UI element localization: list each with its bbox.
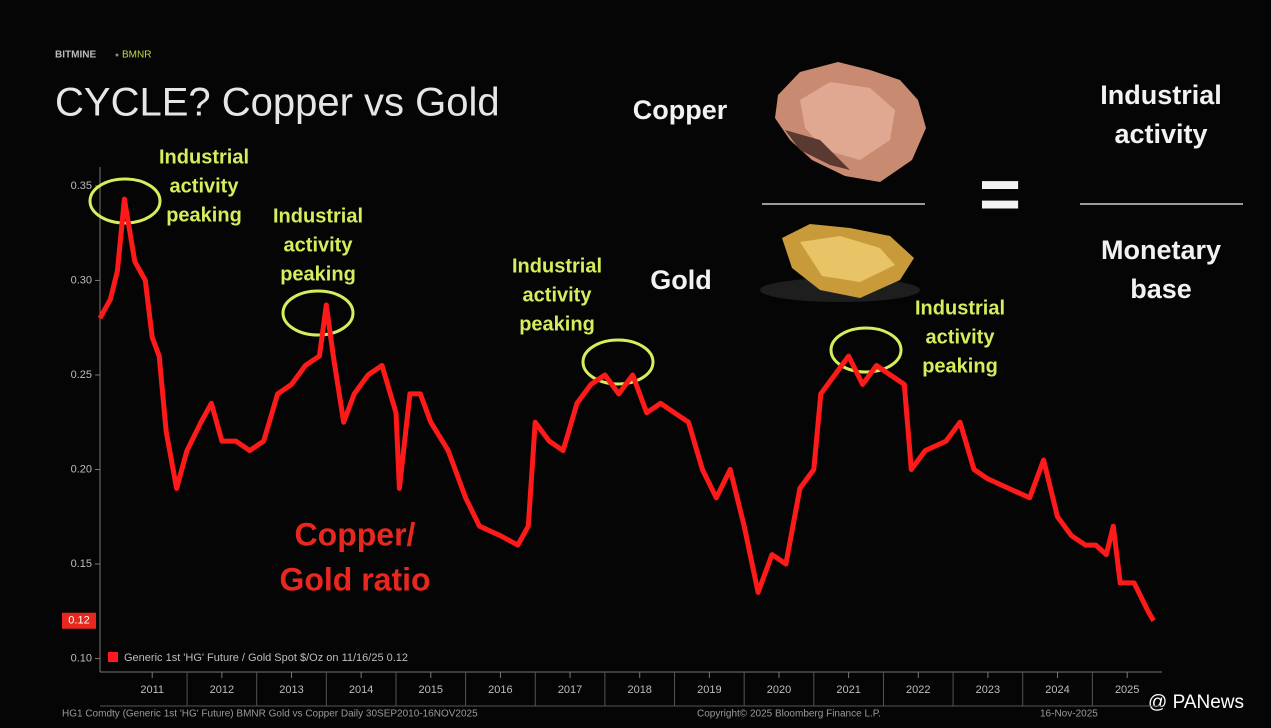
ratio-label: Gold ratio (279, 561, 430, 597)
footer-source: HG1 Comdty (Generic 1st 'HG' Future) BMN… (62, 709, 478, 720)
footer-date: 16-Nov-2025 (1040, 709, 1098, 720)
x-tick-label: 2022 (906, 684, 930, 696)
gold-label: Gold (650, 265, 712, 295)
x-tick-label: 2016 (488, 684, 512, 696)
annotation: peaking (922, 355, 998, 377)
x-tick-label: 2017 (558, 684, 582, 696)
x-tick-label: 2012 (210, 684, 234, 696)
numerator-label: activity (1114, 119, 1207, 149)
x-tick-label: 2011 (140, 684, 164, 696)
annotation: peaking (519, 313, 595, 335)
annotation: activity (926, 326, 996, 348)
peak-highlight (581, 338, 655, 386)
peak-highlight (88, 177, 162, 225)
x-tick-label: 2013 (279, 684, 303, 696)
ratio-label: Copper/ (295, 516, 416, 552)
copper-nugget (775, 62, 926, 182)
y-tick-label: 0.30 (71, 274, 92, 286)
x-tick-label: 2020 (767, 684, 791, 696)
peak-highlight (281, 289, 355, 337)
watermark: @ PANews (1148, 692, 1244, 713)
last-value-badge (62, 612, 96, 629)
annotation: Industrial (273, 205, 363, 227)
numerator-label: Industrial (1100, 80, 1222, 110)
legend-swatch (108, 652, 118, 662)
brand-ticker: BMNR (122, 50, 151, 61)
y-tick-label: 0.20 (71, 463, 92, 475)
x-tick-label: 2019 (697, 684, 721, 696)
annotation: peaking (280, 263, 356, 285)
y-tick-label: 0.25 (71, 369, 92, 381)
annotation: Industrial (915, 297, 1005, 319)
y-tick-label: 0.15 (71, 558, 92, 570)
peak-highlight (829, 326, 903, 374)
x-tick-label: 2021 (836, 684, 860, 696)
chart-title: CYCLE? Copper vs Gold (55, 81, 500, 125)
legend-label: Generic 1st 'HG' Future / Gold Spot $/Oz… (124, 652, 408, 664)
x-tick-label: 2025 (1115, 684, 1139, 696)
annotation: peaking (166, 204, 242, 226)
x-tick-label: 2024 (1045, 684, 1069, 696)
y-tick-label: 0.10 (71, 652, 92, 664)
gold-nugget (760, 224, 920, 302)
x-tick-label: 2015 (419, 684, 443, 696)
x-tick-label: 2023 (976, 684, 1000, 696)
annotation: activity (284, 234, 354, 256)
denominator-label: base (1130, 274, 1192, 304)
annotation: Industrial (159, 146, 249, 168)
copper-label: Copper (633, 95, 728, 125)
data-line (97, 196, 1156, 622)
annotation: activity (523, 284, 593, 306)
brand: BITMINE (55, 50, 96, 61)
annotation: Industrial (512, 255, 602, 277)
equals-sign: = (979, 155, 1021, 235)
denominator-label: Monetary (1101, 235, 1221, 265)
footer-copyright: Copyright© 2025 Bloomberg Finance L.P. (697, 709, 881, 720)
brand-separator (115, 53, 119, 57)
last-value-label: 0.12 (68, 615, 89, 627)
x-tick-label: 2018 (627, 684, 651, 696)
annotation: activity (170, 175, 240, 197)
y-tick-label: 0.35 (71, 180, 92, 192)
x-tick-label: 2014 (349, 684, 373, 696)
